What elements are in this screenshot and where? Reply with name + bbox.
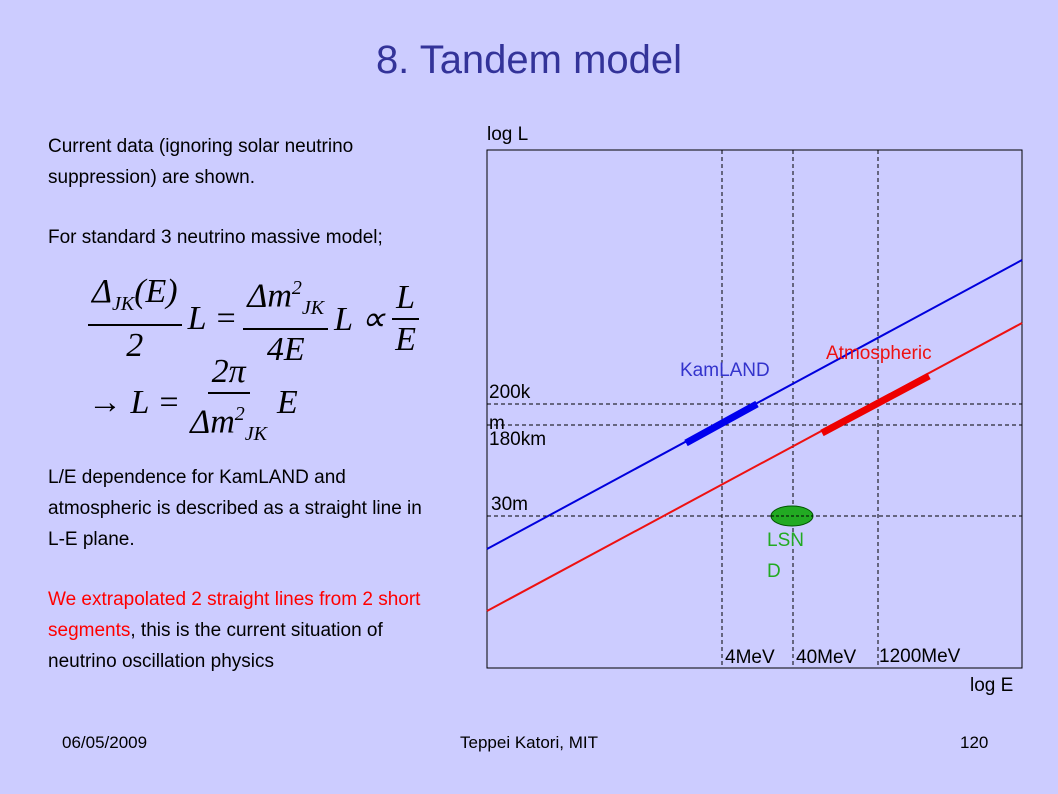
energy-label: 1200MeV — [879, 646, 961, 667]
eq-text: L — [392, 278, 420, 321]
eq-text: JK — [244, 423, 267, 446]
atmospheric-label: Atmospheric — [826, 343, 932, 364]
atmospheric-line — [486, 322, 1023, 612]
distance-label: 180km — [489, 429, 547, 450]
eq-text: JK — [111, 292, 135, 315]
energy-label: 4MeV — [725, 647, 775, 668]
eq-text: L = — [187, 300, 238, 338]
energy-label: 40MeV — [796, 647, 857, 668]
slide-title: 8. Tandem model — [375, 38, 683, 82]
footer-page: 120 — [960, 733, 989, 752]
eq-text: Δm — [247, 277, 292, 315]
paragraph: L/E dependence for KamLAND and atmospher… — [48, 467, 422, 550]
kamland-label: KamLAND — [680, 360, 770, 381]
paragraph-text: , this is the current situation of neutr… — [48, 620, 383, 672]
lsnd-label: LSND — [767, 530, 804, 582]
axis-label: log L — [487, 124, 529, 145]
eq-text: 2 — [291, 277, 302, 299]
eq-text: E — [395, 321, 416, 359]
paragraph: For standard 3 neutrino massive model; — [48, 227, 383, 248]
axis-label: log E — [970, 675, 1014, 696]
distance-label: 200km — [489, 382, 531, 434]
equation: → L = 2π Δm2JK E — [88, 352, 298, 454]
kamland-segment — [684, 400, 759, 447]
paragraph: We extrapolated 2 straight lines from 2 … — [48, 584, 438, 677]
eq-text: 2π — [207, 352, 250, 394]
eq-text: → L = — [88, 384, 181, 422]
distance-label: 30m — [491, 494, 528, 515]
plot-frame — [486, 149, 1023, 669]
eq-text: E — [276, 384, 298, 422]
eq-text: 4E — [266, 331, 305, 369]
paragraph: Current data (ignoring solar neutrino su… — [48, 136, 354, 188]
eq-text: L ∝ — [334, 301, 386, 339]
eq-text: 2 — [234, 403, 245, 425]
footer-date: 06/05/2009 — [62, 733, 148, 752]
eq-text: Δ — [92, 273, 112, 311]
footer-author: Teppei Katori, MIT — [460, 733, 598, 752]
eq-text: (E) — [134, 273, 178, 311]
eq-text: Δm — [190, 403, 235, 441]
highlight-text: We extrapolated 2 straight lines from 2 … — [48, 589, 421, 641]
eq-text: JK — [301, 297, 325, 320]
atmospheric-segment — [820, 372, 931, 437]
eq-text: 2 — [126, 326, 144, 364]
